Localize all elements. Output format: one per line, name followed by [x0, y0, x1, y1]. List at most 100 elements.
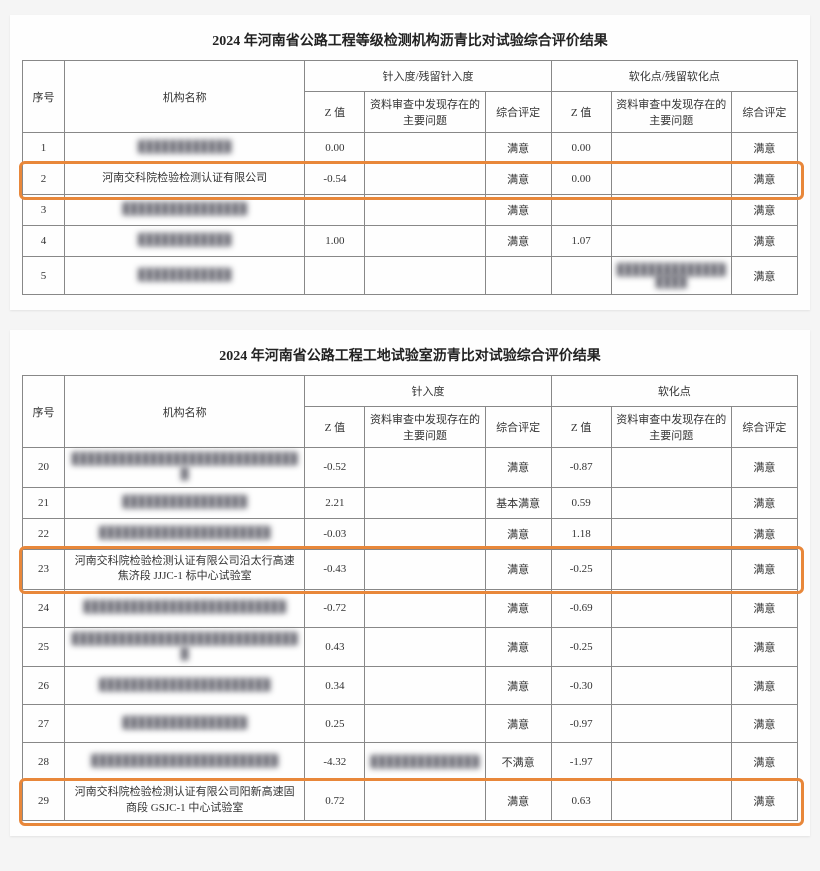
cell-idx: 23	[23, 549, 65, 589]
cell-rate1: 不满意	[485, 743, 551, 781]
th-z1: Z 值	[305, 92, 365, 133]
cell-z1: -0.72	[305, 589, 365, 627]
th-idx: 序号	[23, 61, 65, 133]
cell-issue1	[365, 133, 485, 164]
cell-idx: 26	[23, 667, 65, 705]
cell-rate1: 基本满意	[485, 487, 551, 518]
cell-rate2: 满意	[731, 226, 797, 257]
cell-issue1	[365, 549, 485, 589]
cell-z2: 0.00	[551, 164, 611, 195]
cell-name: ████████████	[65, 133, 305, 164]
cell-rate2: 满意	[731, 667, 797, 705]
cell-rate1: 满意	[485, 518, 551, 549]
cell-z2: 1.18	[551, 518, 611, 549]
cell-z1	[305, 257, 365, 295]
th-z2: Z 值	[551, 407, 611, 448]
cell-z1: 0.00	[305, 133, 365, 164]
cell-rate2: 满意	[731, 487, 797, 518]
cell-idx: 24	[23, 589, 65, 627]
cell-idx: 22	[23, 518, 65, 549]
cell-issue2	[611, 487, 731, 518]
table-row: 3████████████████满意满意	[23, 195, 798, 226]
cell-issue2: ██████████████████	[611, 257, 731, 295]
cell-issue2	[611, 667, 731, 705]
cell-z2: -1.97	[551, 743, 611, 781]
cell-rate1: 满意	[485, 164, 551, 195]
cell-idx: 20	[23, 448, 65, 488]
cell-issue2	[611, 448, 731, 488]
cell-idx: 1	[23, 133, 65, 164]
table1-wrap: 序号 机构名称 针入度/残留针入度 软化点/残留软化点 Z 值 资料审查中发现存…	[22, 60, 798, 295]
cell-rate1: 满意	[485, 448, 551, 488]
table2-wrap: 序号 机构名称 针入度 软化点 Z 值 资料审查中发现存在的主要问题 综合评定 …	[22, 375, 798, 821]
cell-issue2	[611, 133, 731, 164]
cell-idx: 27	[23, 705, 65, 743]
cell-rate1	[485, 257, 551, 295]
th-group2: 软化点	[551, 376, 797, 407]
cell-z2: -0.97	[551, 705, 611, 743]
cell-issue2	[611, 195, 731, 226]
table-row: 2河南交科院检验检测认证有限公司-0.54满意0.00满意	[23, 164, 798, 195]
cell-z2: 1.07	[551, 226, 611, 257]
cell-z1: -0.43	[305, 549, 365, 589]
cell-rate1: 满意	[485, 781, 551, 821]
cell-issue2	[611, 589, 731, 627]
table1-paper: 2024 年河南省公路工程等级检测机构沥青比对试验综合评价结果 序号 机构名称 …	[10, 15, 810, 310]
table-row: 28████████████████████████-4.32█████████…	[23, 743, 798, 781]
th-rate2: 综合评定	[731, 92, 797, 133]
cell-issue1	[365, 164, 485, 195]
th-group1: 针入度/残留针入度	[305, 61, 551, 92]
cell-issue1	[365, 257, 485, 295]
cell-rate1: 满意	[485, 589, 551, 627]
cell-rate2: 满意	[731, 549, 797, 589]
cell-issue2	[611, 627, 731, 667]
cell-issue1	[365, 518, 485, 549]
cell-z1: 0.43	[305, 627, 365, 667]
cell-issue1	[365, 781, 485, 821]
th-rate2: 综合评定	[731, 407, 797, 448]
cell-issue2	[611, 705, 731, 743]
cell-rate2: 满意	[731, 164, 797, 195]
cell-rate1: 满意	[485, 667, 551, 705]
cell-name: ████████████████	[65, 487, 305, 518]
cell-name: ██████████████████████████	[65, 589, 305, 627]
th-issue2: 资料审查中发现存在的主要问题	[611, 407, 731, 448]
cell-z1: 2.21	[305, 487, 365, 518]
cell-idx: 21	[23, 487, 65, 518]
table-row: 4████████████1.00满意1.07满意	[23, 226, 798, 257]
cell-z2: -0.25	[551, 627, 611, 667]
cell-issue1	[365, 627, 485, 667]
cell-z2: -0.69	[551, 589, 611, 627]
cell-rate2: 满意	[731, 781, 797, 821]
cell-idx: 3	[23, 195, 65, 226]
th-z1: Z 值	[305, 407, 365, 448]
th-name: 机构名称	[65, 61, 305, 133]
cell-rate1: 满意	[485, 226, 551, 257]
cell-issue1	[365, 589, 485, 627]
cell-z2: 0.00	[551, 133, 611, 164]
cell-issue2	[611, 226, 731, 257]
cell-z1: 1.00	[305, 226, 365, 257]
cell-rate2: 满意	[731, 133, 797, 164]
table-row: 27████████████████0.25满意-0.97满意	[23, 705, 798, 743]
cell-issue1: ██████████████	[365, 743, 485, 781]
cell-name: 河南交科院检验检测认证有限公司阳新高速固商段 GSJC-1 中心试验室	[65, 781, 305, 821]
cell-z1: 0.34	[305, 667, 365, 705]
cell-z1: -0.03	[305, 518, 365, 549]
table-row: 25██████████████████████████████0.43满意-0…	[23, 627, 798, 667]
cell-name: ████████████████	[65, 705, 305, 743]
cell-name: 河南交科院检验检测认证有限公司	[65, 164, 305, 195]
cell-z1: -4.32	[305, 743, 365, 781]
cell-rate1: 满意	[485, 549, 551, 589]
cell-rate2: 满意	[731, 627, 797, 667]
table-row: 24██████████████████████████-0.72满意-0.69…	[23, 589, 798, 627]
cell-name: 河南交科院检验检测认证有限公司沿太行高速焦济段 JJJC-1 标中心试验室	[65, 549, 305, 589]
cell-z2: -0.25	[551, 549, 611, 589]
cell-z2: -0.87	[551, 448, 611, 488]
cell-z2: 0.59	[551, 487, 611, 518]
cell-rate1: 满意	[485, 195, 551, 226]
th-name: 机构名称	[65, 376, 305, 448]
cell-issue2	[611, 549, 731, 589]
cell-rate2: 满意	[731, 589, 797, 627]
cell-issue2	[611, 164, 731, 195]
